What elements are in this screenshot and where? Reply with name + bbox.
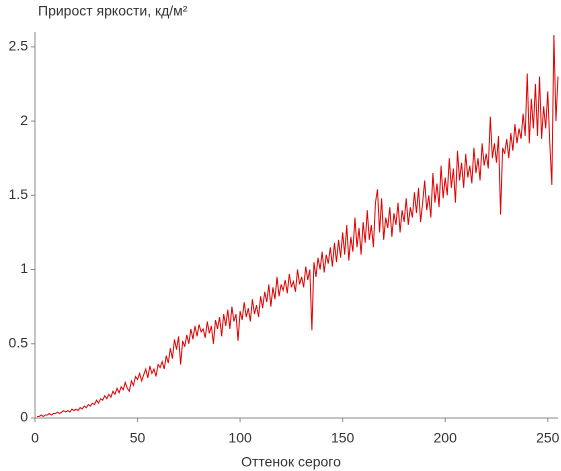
x-tick-label: 100 — [228, 430, 252, 446]
y-tick-label: 0.5 — [9, 334, 29, 350]
data-line — [37, 34, 559, 418]
y-tick-label: 1 — [20, 260, 28, 276]
x-tick-label: 250 — [536, 430, 560, 446]
x-tick-label: 150 — [331, 430, 355, 446]
x-tick-label: 200 — [434, 430, 458, 446]
y-tick-label: 2 — [20, 112, 28, 128]
x-axis-label: Оттенок серого — [241, 454, 341, 470]
chart-title: Прирост яркости, кд/м² — [38, 3, 188, 19]
y-tick-label: 0 — [20, 409, 28, 425]
x-tick-label: 0 — [31, 430, 39, 446]
y-tick-label: 2.5 — [9, 38, 29, 54]
y-tick-label: 1.5 — [9, 186, 29, 202]
x-tick-label: 50 — [130, 430, 146, 446]
